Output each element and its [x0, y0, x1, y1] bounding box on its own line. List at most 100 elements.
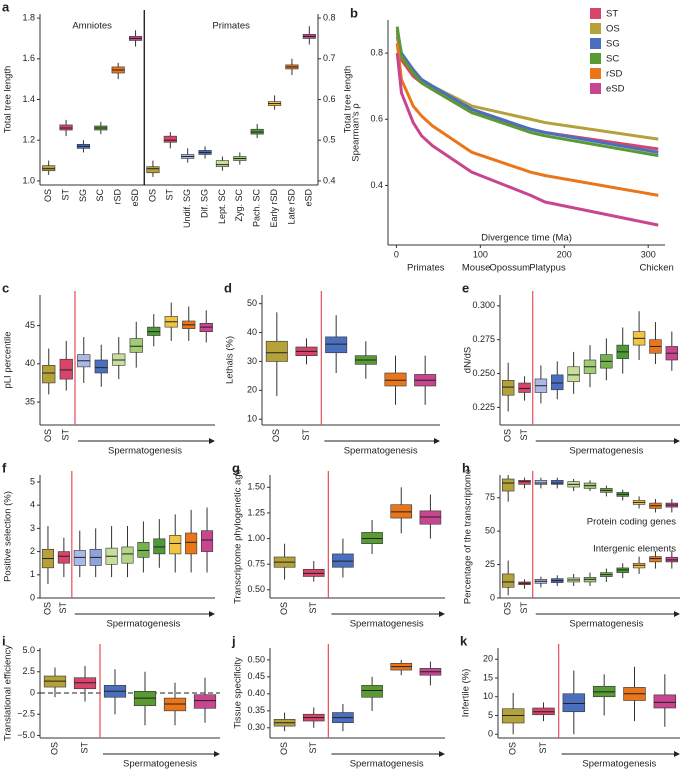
y-tick-label: 0.300: [472, 300, 495, 310]
x-tick-label: ST: [538, 742, 548, 754]
x-tick-label: Lept. SC: [217, 189, 227, 225]
x-tick-label: eSD: [130, 189, 140, 207]
box: [551, 374, 564, 391]
x-tick-label: 300: [641, 249, 656, 259]
arrow-head: [674, 438, 680, 444]
x-tick-label: OS: [508, 742, 518, 755]
y-tick-label: 0.50: [247, 584, 265, 594]
legend-label: OS: [606, 24, 620, 35]
y-axis-label: dN/dS: [463, 347, 474, 373]
box: [649, 556, 662, 563]
box: [201, 530, 214, 552]
y-tick-label: 0.5: [323, 135, 336, 145]
y-tick-label: 35: [25, 396, 35, 406]
legend-label: SC: [606, 54, 619, 65]
box: [137, 542, 150, 558]
panel-letter: d: [224, 280, 232, 295]
x-tick-label: ST: [308, 602, 318, 614]
y-tick-label: 5.0: [22, 645, 35, 655]
x-tick-label: Late rSD: [286, 189, 296, 225]
y-axis-label: Spearman's ρ: [351, 103, 362, 162]
legend-swatch: [590, 23, 601, 34]
arrow-head: [674, 751, 680, 757]
y-tick-label: 5: [30, 476, 35, 486]
box: [361, 532, 383, 544]
arrow-head: [434, 438, 440, 444]
series-line: [395, 42, 659, 197]
box: [42, 165, 56, 172]
x-axis-label: Spermatogenesis: [582, 759, 656, 770]
y-axis-label: pLI percentile: [3, 331, 14, 388]
box: [419, 510, 442, 525]
x-tick-label: ST: [519, 429, 529, 441]
x-tick-label: OS: [279, 742, 289, 755]
y-tick-label: 1: [30, 569, 35, 579]
y-tick-label: 1.50: [247, 482, 265, 492]
x-tick-label: Undif. SG: [182, 189, 192, 228]
y-tick-label: 0.30: [247, 722, 265, 732]
y-tick-label: 4: [30, 500, 35, 510]
y-tick-label: 2: [30, 546, 35, 556]
arrow-head: [439, 751, 445, 757]
y-tick-label: 0: [488, 729, 493, 739]
y-tick-label: 15: [483, 672, 493, 682]
y-tick-label: 1.6: [22, 53, 35, 63]
arrow-head: [674, 611, 680, 617]
y-tick-label: 1.0: [22, 175, 35, 185]
box: [121, 546, 134, 564]
y-axis-label: Lethals (%): [225, 336, 236, 384]
box: [562, 693, 586, 713]
x-tick-label: OS: [43, 189, 53, 202]
y-tick-label: 10: [483, 691, 493, 701]
y-tick-label: 0.8: [370, 47, 383, 57]
x-tick-label: ST: [519, 602, 529, 614]
box: [265, 340, 288, 362]
y-tick-label: 0.40: [247, 688, 265, 698]
box: [501, 380, 515, 396]
x-tick-label: Early rSD: [269, 189, 279, 228]
legend-label: rSD: [606, 69, 623, 80]
panel-letter: c: [2, 280, 9, 295]
y-tick-label: 1.25: [247, 507, 265, 517]
annotation: Protein coding genes: [587, 516, 677, 527]
y-tick-label: 20: [247, 385, 257, 395]
box: [153, 538, 166, 555]
y-tick-label: 0.4: [370, 180, 383, 190]
annotation: Intergenic elements: [593, 543, 676, 554]
x-tick-label: eSD: [304, 189, 314, 207]
y-tick-label: 0.250: [472, 368, 495, 378]
y-axis-label: Translational efficiency: [3, 645, 14, 741]
legend-swatch: [590, 83, 601, 94]
box: [42, 365, 56, 384]
box: [325, 336, 348, 354]
box: [185, 532, 198, 555]
y-tick-label: 40: [25, 358, 35, 368]
y-tick-label: −2.5: [17, 709, 35, 719]
y-tick-label: 0.35: [247, 705, 265, 715]
arrow-head: [439, 611, 445, 617]
x-annotation: Platypus: [529, 263, 566, 274]
x-tick-label: OS: [42, 602, 52, 615]
box: [653, 694, 677, 709]
y-tick-label: 0: [490, 592, 495, 602]
x-tick-label: SG: [78, 189, 88, 202]
legend-label: ST: [606, 9, 618, 20]
y-tick-label: 25: [485, 559, 495, 569]
box: [215, 160, 229, 167]
y-tick-label: −5.0: [17, 730, 35, 740]
box: [59, 358, 73, 380]
y-tick-label: 0.4: [323, 175, 336, 185]
legend-swatch: [590, 53, 601, 64]
y-tick-label: 2.5: [22, 666, 35, 676]
y-tick-label: 3: [30, 523, 35, 533]
x-tick-label: OS: [279, 602, 289, 615]
box: [501, 573, 515, 588]
y-tick-label: 45: [25, 320, 35, 330]
box: [146, 166, 160, 174]
box: [501, 478, 515, 492]
group-name: Amniotes: [72, 21, 112, 32]
box: [518, 480, 531, 485]
x-tick-label: SC: [95, 189, 105, 202]
box: [129, 338, 143, 353]
